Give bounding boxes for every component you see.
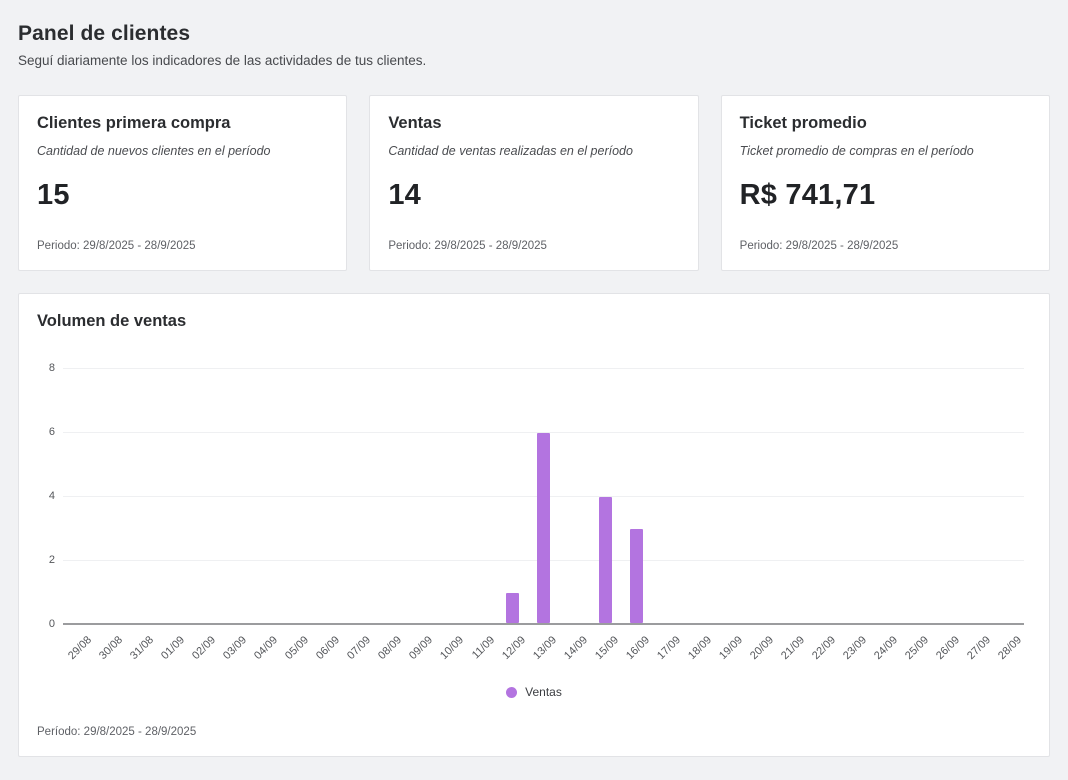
x-axis-tick-label: 17/09 — [655, 634, 683, 662]
x-axis: 29/08 30/08 31/08 01/09 02/09 03/09 04/09 05/09… — [63, 625, 1024, 683]
x-axis-tick-label: 28/09 — [996, 634, 1024, 662]
chart-title: Volumen de ventas — [37, 312, 187, 330]
page-subtitle: Seguí diariamente los indicadores de las… — [18, 53, 427, 68]
x-axis-tick-label: 08/09 — [376, 634, 404, 662]
stat-card-value: 15 — [37, 179, 70, 211]
legend-dot-icon — [506, 686, 518, 698]
stat-card-period: Periodo: 29/8/2025 - 28/9/2025 — [388, 240, 547, 252]
x-axis-tick-label: 30/08 — [97, 634, 125, 662]
x-axis-tick-label: 09/09 — [407, 634, 435, 662]
x-axis-tick-label: 13/09 — [531, 634, 559, 662]
stat-card-description: Ticket promedio de compras en el período — [739, 144, 974, 158]
x-axis-tick-label: 02/09 — [190, 634, 218, 662]
x-axis-tick-label: 20/09 — [748, 634, 776, 662]
x-axis-tick-label: 14/09 — [562, 634, 590, 662]
x-axis-tick-label: 12/09 — [500, 634, 528, 662]
chart-period: Período: 29/8/2025 - 28/9/2025 — [37, 726, 197, 738]
stats-row: Clientes primera compra Cantidad de nuev… — [18, 95, 1050, 271]
x-axis-tick-label: 25/09 — [903, 634, 931, 662]
x-axis-tick-label: 15/09 — [593, 634, 622, 662]
stat-card-period: Periodo: 29/8/2025 - 28/9/2025 — [739, 240, 899, 252]
legend-label: Ventas — [525, 685, 562, 699]
x-axis-tick-label: 31/08 — [128, 634, 156, 662]
y-axis-tick-label: 2 — [48, 554, 55, 566]
stat-card-title: Clientes primera compra — [37, 114, 231, 132]
x-axis-tick-label: 11/09 — [469, 634, 497, 662]
x-axis-line — [63, 623, 1024, 625]
stat-card-description: Cantidad de ventas realizadas en el perí… — [388, 144, 633, 158]
stat-card-description: Cantidad de nuevos clientes en el períod… — [37, 144, 271, 158]
y-axis-tick-label: 4 — [48, 490, 55, 502]
x-axis-tick-label: 26/09 — [934, 634, 962, 662]
gridline — [63, 432, 1024, 433]
sales-volume-chart: 0 2 4 6 8 29/08 30/08 31/08 01/09 02/09 03/09 04/0… — [37, 362, 1031, 699]
y-axis-tick-label: 6 — [48, 426, 55, 438]
x-axis-tick-label: 05/09 — [283, 634, 311, 662]
x-axis-tick-label: 01/09 — [159, 634, 187, 662]
x-axis-tick-label: 22/09 — [810, 634, 838, 662]
bar-12/09[interactable] — [506, 593, 519, 623]
plot-area: 0 2 4 6 8 — [49, 362, 1024, 630]
stat-card-value: 14 — [388, 179, 421, 211]
y-axis-tick-label: 0 — [48, 618, 55, 630]
stat-card-period: Periodo: 29/8/2025 - 28/9/2025 — [37, 240, 196, 252]
x-axis-tick-label: 24/09 — [872, 634, 900, 662]
x-axis-tick-label: 27/09 — [965, 634, 993, 662]
chart-legend: Ventas — [37, 685, 1031, 699]
x-axis-tick-label: 06/09 — [314, 634, 343, 662]
stat-card-title: Ventas — [388, 114, 442, 132]
x-axis-tick-label: 07/09 — [345, 634, 373, 662]
page-title: Panel de clientes — [18, 22, 191, 45]
x-axis-tick-label: 03/09 — [221, 634, 249, 662]
stat-card-ventas: Ventas Cantidad de ventas realizadas en … — [369, 95, 699, 271]
x-axis-tick-label: 23/09 — [841, 634, 869, 662]
x-axis-tick-label: 16/09 — [624, 634, 652, 662]
y-axis-tick-label: 8 — [48, 362, 55, 374]
x-axis-tick-label: 21/09 — [779, 634, 807, 662]
stat-card-ticket-promedio: Ticket promedio Ticket promedio de compr… — [720, 95, 1050, 271]
x-axis-tick-label: 04/09 — [252, 634, 281, 662]
x-axis-tick-label: 18/09 — [686, 634, 714, 662]
stat-card-clientes-primera-compra: Clientes primera compra Cantidad de nuev… — [18, 95, 348, 271]
x-axis-tick-label: 10/09 — [438, 634, 467, 662]
x-axis-tick-label: 19/09 — [717, 634, 745, 662]
gridline — [63, 368, 1024, 369]
legend-item-ventas[interactable]: Ventas — [506, 685, 562, 699]
bar-13/09[interactable] — [537, 433, 550, 623]
stat-card-title: Ticket promedio — [739, 114, 867, 132]
bar-15/09[interactable] — [599, 497, 612, 623]
x-axis-tick-label: 29/08 — [66, 634, 94, 662]
stat-card-value: R$ 741,71 — [739, 179, 876, 211]
bar-16/09[interactable] — [629, 529, 643, 623]
